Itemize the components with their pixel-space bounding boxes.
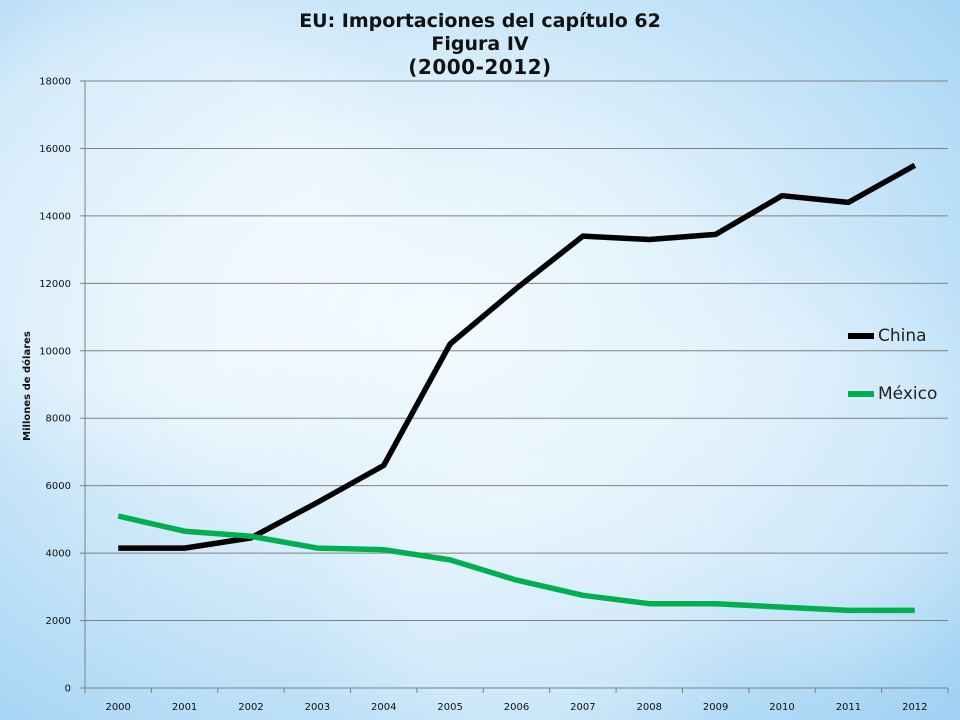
y-tick-label: 16000: [39, 144, 71, 155]
y-tick-label: 8000: [46, 414, 71, 425]
x-tick-label-2003: 2003: [305, 702, 330, 713]
x-tick-label-2002: 2002: [238, 702, 263, 713]
x-tick-label-2009: 2009: [703, 702, 728, 713]
y-tick-label: 0: [65, 684, 71, 695]
chart-title: EU: Importaciones del capítulo 62 Figura…: [0, 10, 960, 79]
legend-label-mexico: México: [878, 384, 938, 404]
series-lines: [117, 162, 917, 614]
legend-swatch-mexico: [848, 391, 874, 397]
legend-item-china: China: [848, 326, 927, 346]
y-tick-label: 12000: [39, 279, 71, 290]
y-tick-labels: 0 2000 4000 6000 8000 10000 12000 14000 16000 180…: [39, 77, 71, 695]
legend-swatch-china: [848, 333, 874, 339]
y-tick-label: 6000: [46, 481, 71, 492]
x-tick-label-2007: 2007: [570, 702, 595, 713]
axes: [80, 80, 949, 693]
x-tick-labels: 2000 2001 2002 2003 2004 2005 2006 2007 2008 2009…: [105, 702, 927, 713]
legend-item-mexico: México: [848, 384, 937, 404]
legend-label-china: China: [878, 326, 927, 346]
y-tick-label: 10000: [39, 346, 71, 357]
y-axis-label: Millones de dólares: [21, 331, 33, 441]
series-line-China: [118, 162, 917, 551]
x-tick-label-2001: 2001: [172, 702, 197, 713]
chart-title-line3: (2000-2012): [408, 55, 552, 79]
chart-title-line2: Figura IV: [431, 33, 529, 55]
x-tick-label-2005: 2005: [437, 702, 462, 713]
x-tick-label-2008: 2008: [637, 702, 662, 713]
y-tick-label: 18000: [39, 77, 71, 88]
y-tick-label: 2000: [46, 616, 71, 627]
x-tick-label-2012: 2012: [902, 702, 927, 713]
x-tick-label-2004: 2004: [371, 702, 396, 713]
x-tick-label-2006: 2006: [504, 702, 529, 713]
y-tick-label: 14000: [39, 211, 71, 222]
x-tick-label-2010: 2010: [769, 702, 794, 713]
chart-title-line1: EU: Importaciones del capítulo 62: [299, 10, 661, 32]
gridlines: [85, 80, 948, 689]
x-tick-label-2000: 2000: [105, 702, 130, 713]
y-tick-label: 4000: [46, 549, 71, 560]
series-line-México: [117, 513, 915, 614]
x-tick-label-2011: 2011: [836, 702, 861, 713]
